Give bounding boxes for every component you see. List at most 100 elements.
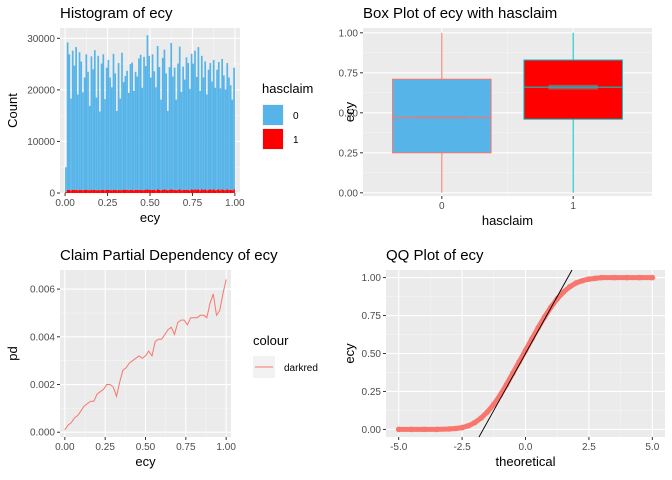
- histogram-bar-class-1: [131, 189, 134, 193]
- histogram-bar-class-1: [75, 189, 77, 193]
- y-axis-label: ecy: [342, 101, 357, 122]
- histogram-bar-class-1: [209, 189, 212, 193]
- panel-partial-dependency: 0.000 0.002 0.004 0.006 0.00 0.25 0.50 0.75 1.00…: [5, 247, 278, 469]
- x-tick-label: 1.00: [216, 442, 236, 453]
- x-tick-label: 1: [570, 201, 576, 212]
- histogram-bar-class-1: [190, 189, 193, 193]
- y-tick-label: 0.00: [339, 188, 359, 199]
- histogram-bar-class-0: [134, 71, 137, 190]
- histogram-bar-class-1: [177, 189, 179, 193]
- histogram-bar-class-1: [166, 190, 169, 193]
- histogram-bar-class-1: [233, 189, 235, 193]
- histogram-bar-class-1: [141, 190, 144, 193]
- histogram-bar-class-1: [158, 189, 161, 193]
- histogram-bar-class-0: [97, 55, 100, 190]
- histogram-bar-class-0: [182, 66, 184, 190]
- histogram-bar-class-1: [224, 190, 227, 193]
- histogram-bar-class-1: [71, 189, 74, 193]
- legend-label: 0: [293, 111, 299, 122]
- qq-point: [465, 422, 472, 429]
- histogram-bar-class-0: [185, 57, 188, 190]
- histogram-bar-class-1: [66, 189, 69, 193]
- y-axis-label: pd: [5, 346, 20, 360]
- histogram-bar-class-1: [87, 189, 89, 193]
- histogram-bar-class-1: [212, 189, 215, 193]
- histogram-bar-class-0: [68, 54, 71, 190]
- histogram-bar-class-0: [231, 99, 234, 191]
- histogram-bar-class-0: [209, 63, 212, 190]
- x-tick-label: 0.50: [136, 442, 156, 453]
- histogram-bar-class-0: [200, 55, 203, 190]
- histogram-bar-class-0: [129, 64, 132, 190]
- histogram-bar-class-0: [105, 67, 108, 190]
- histogram-bar-class-0: [121, 52, 123, 190]
- histogram-bar-class-0: [228, 77, 230, 190]
- histogram-bar-class-0: [165, 73, 167, 190]
- histogram-bar-class-1: [65, 191, 67, 193]
- histogram-bar-class-1: [231, 190, 234, 193]
- histogram-bar-class-0: [107, 59, 110, 190]
- histogram-bar-class-1: [105, 189, 108, 193]
- histogram-bar-class-1: [185, 189, 188, 193]
- histogram-bar-class-1: [170, 189, 173, 193]
- histogram-bar-class-0: [150, 77, 152, 190]
- y-tick-label: 0: [49, 189, 55, 200]
- histogram-bar-class-1: [133, 190, 135, 193]
- histogram-bar-class-0: [216, 69, 218, 190]
- x-tick-label: 0.00: [55, 442, 75, 453]
- histogram-bar-class-0: [151, 54, 154, 190]
- histogram-bar-class-1: [214, 190, 217, 193]
- histogram-bar-class-0: [223, 75, 225, 190]
- histogram-bar-class-1: [129, 189, 132, 193]
- histogram-bar-class-1: [155, 190, 157, 193]
- histogram-bar-class-1: [183, 189, 186, 193]
- histogram-bar-class-0: [189, 88, 191, 191]
- histogram-bar-class-1: [76, 190, 79, 193]
- histogram-bar-class-1: [80, 189, 83, 193]
- histogram-bar-class-0: [212, 59, 215, 190]
- x-tick-label: -5.0: [390, 442, 408, 453]
- legend-title: colour: [253, 333, 289, 348]
- histogram-bar-class-0: [87, 71, 89, 190]
- chart-title: Histogram of ecy: [60, 5, 173, 22]
- histogram-bar-class-1: [139, 189, 142, 193]
- histogram-bar-class-1: [148, 189, 150, 193]
- histogram-bar-class-1: [165, 189, 167, 193]
- histogram-bar-class-1: [229, 189, 232, 193]
- histogram-bar-class-0: [221, 58, 224, 190]
- histogram-bar-class-1: [100, 189, 103, 193]
- histogram-bar-class-1: [199, 190, 201, 193]
- x-tick-label: 5.0: [645, 442, 659, 453]
- histogram-bar-class-1: [182, 189, 184, 193]
- histogram-bar-class-0: [155, 87, 157, 191]
- histogram-bar-class-0: [202, 77, 205, 190]
- histogram-bar-class-1: [206, 190, 208, 193]
- qq-point: [586, 276, 592, 282]
- histogram-bar-class-0: [163, 49, 166, 190]
- histogram-bar-class-1: [116, 190, 118, 193]
- histogram-bar-class-0: [233, 67, 235, 190]
- histogram-bar-class-1: [163, 189, 166, 193]
- qq-point: [611, 274, 618, 281]
- histogram-bar-class-0: [211, 81, 213, 190]
- histogram-bar-class-1: [216, 189, 218, 193]
- histogram-bar-class-1: [178, 189, 181, 193]
- histogram-bar-class-0: [143, 56, 145, 190]
- histogram-bar-class-1: [126, 189, 128, 193]
- histogram-bar-class-0: [116, 111, 118, 191]
- histogram-bar-class-1: [197, 189, 200, 193]
- histogram-bar-class-0: [88, 105, 91, 191]
- y-axis-label: Count: [5, 93, 20, 128]
- qq-point: [598, 274, 605, 281]
- chart-title: QQ Plot of ecy: [386, 247, 484, 264]
- qq-point: [408, 426, 415, 433]
- qq-reference-line: [478, 269, 573, 438]
- x-tick-label: 0.25: [98, 198, 118, 209]
- histogram-bar-class-0: [102, 54, 105, 190]
- panel-histogram: 0 10000 20000 30000 0.00 0.25 0.50 0.75 1.00 Hist…: [5, 5, 245, 225]
- x-axis-label: ecy: [135, 454, 156, 469]
- histogram-bar-class-0: [139, 54, 142, 190]
- histogram-bar-class-0: [104, 99, 106, 191]
- histogram-bar-class-0: [183, 79, 186, 190]
